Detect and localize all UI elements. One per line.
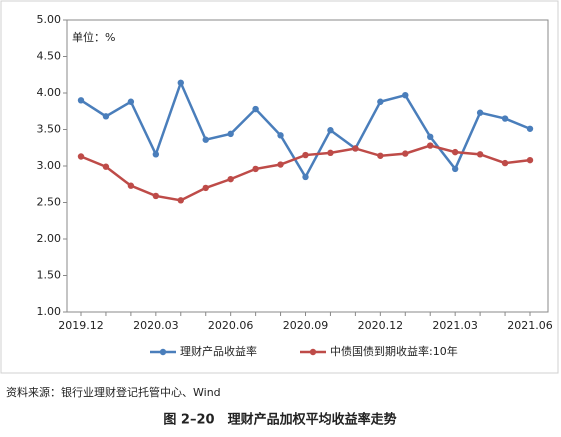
series-line	[80, 79, 531, 180]
data-point	[476, 109, 484, 116]
x-tick-label: 2020.09	[283, 319, 329, 332]
data-point	[451, 165, 459, 173]
caption: 图 2–20 理财产品加权平均收益率走势	[163, 412, 396, 428]
source-note: 资料来源：银行业理财登记托管中心、Wind	[6, 385, 221, 399]
data-point	[302, 173, 309, 181]
data-point	[127, 98, 135, 105]
legend-label: 中债国债到期收益率:10年	[330, 344, 458, 358]
data-point	[352, 145, 359, 152]
y-tick-label: 3.50	[37, 123, 62, 136]
data-point	[402, 91, 409, 99]
data-point	[327, 127, 334, 134]
data-point	[227, 175, 234, 183]
data-point	[501, 159, 509, 167]
x-tick-label: 2020.12	[358, 319, 404, 332]
data-point	[427, 142, 434, 149]
legend-marker	[159, 348, 167, 356]
data-point	[451, 148, 459, 156]
data-point	[476, 151, 484, 158]
data-point	[152, 192, 160, 200]
legend-marker	[309, 348, 317, 356]
x-tick-label: 2019.12	[58, 319, 104, 332]
data-point	[152, 151, 160, 158]
y-tick-label: 1.50	[37, 269, 62, 282]
data-point	[177, 197, 184, 204]
y-tick-label: 4.00	[37, 86, 62, 99]
data-point	[127, 182, 135, 189]
data-point	[302, 151, 309, 159]
y-tick-label: 1.00	[37, 305, 62, 318]
legend-label: 理财产品收益率	[180, 344, 257, 358]
chart-border	[0, 0, 559, 374]
data-point	[202, 136, 209, 143]
data-point	[252, 165, 259, 173]
data-point	[526, 156, 534, 164]
plot-frame	[66, 19, 549, 313]
data-point	[252, 105, 259, 113]
data-point	[102, 113, 110, 120]
data-point	[402, 150, 409, 157]
y-tick-label: 4.50	[37, 50, 62, 63]
data-point	[277, 132, 284, 139]
data-point	[227, 130, 234, 138]
data-point	[501, 115, 509, 122]
x-tick-label: 2021.06	[507, 319, 553, 332]
data-point	[77, 153, 85, 160]
data-point	[277, 161, 284, 168]
data-point	[526, 125, 534, 132]
data-point	[427, 133, 434, 140]
unit-label: 单位：%	[72, 30, 115, 44]
data-point	[102, 163, 110, 170]
data-point	[177, 79, 184, 86]
data-point	[77, 97, 85, 104]
y-tick-label: 5.00	[37, 13, 62, 26]
data-point	[377, 152, 384, 159]
y-tick-label: 2.00	[37, 232, 62, 245]
x-tick-label: 2020.06	[208, 319, 254, 332]
data-point	[377, 98, 384, 105]
y-tick-label: 2.50	[37, 196, 62, 209]
data-point	[202, 184, 209, 192]
data-point	[327, 149, 334, 157]
x-tick-label: 2021.03	[432, 319, 478, 332]
x-tick-label: 2020.03	[133, 319, 179, 332]
y-tick-label: 3.00	[37, 159, 62, 172]
